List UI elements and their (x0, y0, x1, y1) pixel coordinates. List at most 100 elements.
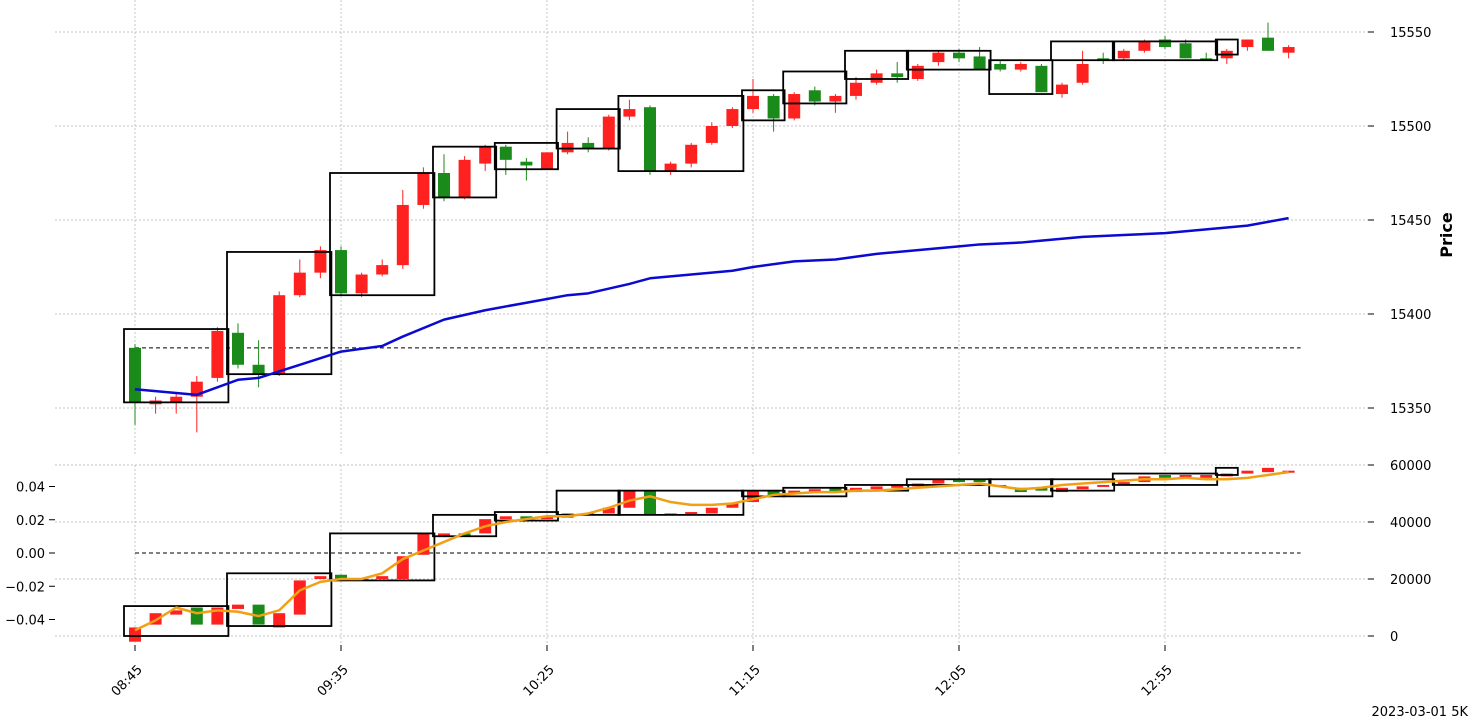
price-candle-body (891, 73, 904, 78)
indicator-candle-body (644, 490, 656, 515)
indicator-range-box (123, 605, 230, 637)
price-candle-body (355, 274, 368, 294)
price-candle-body (1117, 50, 1130, 59)
price-candle-body (479, 146, 492, 164)
price-range-box (1214, 38, 1239, 56)
price-candle-body (376, 265, 389, 275)
price-candle-body (973, 56, 986, 70)
indicator-candle-body (499, 516, 512, 520)
price-candle-body (1282, 47, 1295, 53)
price-candle-body (1138, 41, 1151, 51)
indicator-candle-body (252, 604, 265, 625)
price-range-box (432, 145, 498, 199)
indicator-candle-body (314, 576, 327, 579)
price-range-box (844, 49, 910, 80)
price-candle-body (170, 396, 183, 403)
indicator-candle-body (1262, 467, 1274, 473)
indicator-candle-body (1200, 474, 1213, 478)
indicator-left-tick-label: 0.00 (16, 547, 45, 562)
indicator-range-box (432, 513, 498, 538)
indicator-candle-body (953, 479, 965, 483)
x-tick-label: 08:45 (109, 663, 146, 700)
indicator-range-box (617, 489, 745, 516)
price-candle-body (788, 94, 801, 119)
price-candle-body (808, 90, 821, 102)
price-candle-body (335, 250, 347, 294)
price-candle-body (767, 95, 780, 119)
x-tick-label: 09:35 (315, 663, 352, 700)
price-candle-body (417, 173, 430, 205)
price-candle-body (747, 95, 759, 110)
indicator-candle-body (1097, 484, 1110, 487)
price-candle-body (129, 347, 141, 403)
indicator-candle-body (129, 627, 141, 642)
indicator-candle-body (273, 613, 286, 628)
indicator-panel-grid (55, 464, 1368, 645)
price-candle-body (994, 63, 1007, 70)
indicator-candle-body (335, 574, 347, 581)
indicator-candle-body (829, 487, 842, 493)
price-y-tick-label: 15500 (1390, 120, 1431, 135)
indicator-candle-body (1159, 474, 1171, 478)
price-candle-body (211, 330, 224, 378)
price-candle-body (664, 163, 677, 172)
price-panel (123, 22, 1301, 433)
indicator-candle-body (1282, 470, 1295, 473)
indicator-candle-body (891, 484, 904, 488)
price-candle-body (1014, 63, 1027, 70)
indicator-candle-body (705, 507, 718, 514)
price-candle-body (1159, 39, 1171, 48)
indicator-right-tick-label: 0 (1390, 630, 1398, 645)
price-candle-body (252, 364, 265, 375)
indicator-candle-body (438, 533, 450, 536)
indicator-left-tick-label: −0.02 (5, 580, 45, 595)
price-range-box (988, 59, 1054, 95)
price-range-box (741, 89, 786, 122)
indicator-candle-body (973, 479, 986, 483)
price-y-tick-label: 15400 (1390, 308, 1431, 323)
indicator-candle-body (932, 479, 945, 484)
indicator-candle-body (1117, 482, 1130, 485)
indicator-panel (123, 466, 1301, 642)
price-y-tick-label: 15350 (1390, 402, 1431, 417)
indicator-left-tick-label: −0.04 (5, 614, 45, 629)
indicator-candle-body (870, 486, 883, 490)
indicator-candle-body (1241, 470, 1254, 474)
indicator-candle-body (170, 610, 183, 615)
price-candle-body (458, 159, 471, 198)
price-candle-body (1262, 37, 1274, 51)
indicator-right-tick-label: 20000 (1390, 573, 1431, 588)
price-candle-body (582, 142, 595, 149)
indicator-candle-body (685, 512, 698, 515)
indicator-candle-body (602, 507, 615, 514)
x-tick-label: 12:55 (1139, 663, 1176, 700)
indicator-candle-body (376, 576, 389, 579)
price-candle-body (685, 144, 698, 164)
price-candle-body (705, 126, 718, 143)
price-panel-grid (55, 0, 1368, 455)
price-candle-body (293, 272, 306, 296)
indicator-candle-body (520, 516, 533, 520)
price-candle-body (520, 161, 533, 166)
indicator-range-box (329, 532, 436, 582)
price-candle-body (623, 109, 636, 117)
price-range-box (226, 251, 333, 376)
price-y-tick-label: 15450 (1390, 214, 1431, 229)
price-range-box (555, 108, 621, 150)
price-range-box (329, 172, 436, 297)
x-tick-label: 12:05 (933, 663, 970, 700)
price-range-box (123, 328, 230, 404)
price-range-box (1111, 40, 1219, 62)
indicator-candle-body (293, 580, 306, 615)
indicator-candle-body (541, 516, 553, 520)
price-candle-body (870, 73, 883, 83)
indicator-smoothed-line (134, 470, 1289, 632)
price-candle-body (911, 65, 924, 79)
indicator-candle-body (232, 604, 244, 609)
indicator-candle-body (767, 490, 780, 497)
price-candle-body (499, 146, 512, 160)
price-y-tick-label: 15550 (1390, 26, 1431, 41)
x-tick-label: 11:15 (727, 663, 764, 700)
price-candle-body (541, 152, 553, 170)
